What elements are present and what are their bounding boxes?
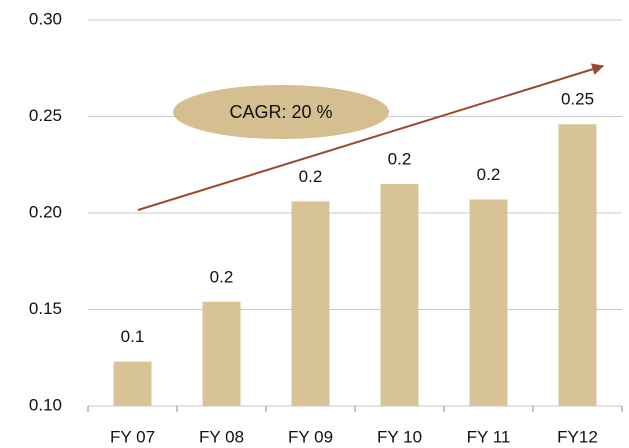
data-label: 0.2 <box>388 150 412 169</box>
data-label: 0.2 <box>299 167 323 186</box>
y-tick-label: 0.20 <box>29 202 62 221</box>
y-tick-label: 0.25 <box>29 106 62 125</box>
x-tick-label: FY12 <box>557 427 598 446</box>
bar <box>291 201 330 406</box>
trend-arrow <box>137 63 605 211</box>
data-label: 0.2 <box>210 267 234 286</box>
y-tick-label: 0.10 <box>29 395 62 414</box>
bar <box>113 361 152 406</box>
bar <box>202 301 241 406</box>
annotation: CAGR: 20 % <box>229 102 332 122</box>
bar <box>380 184 419 406</box>
annotation-bubble <box>173 85 389 139</box>
x-tick-label: FY 07 <box>110 427 155 446</box>
y-tick-label: 0.15 <box>29 299 62 318</box>
x-tick-label: FY 11 <box>467 427 511 446</box>
bar <box>558 124 597 406</box>
x-tick-label: FY 09 <box>288 427 333 446</box>
x-tick-label: FY 10 <box>377 427 422 446</box>
data-label: 0.25 <box>561 90 594 109</box>
y-tick-label: 0.30 <box>29 9 62 28</box>
data-label: 0.1 <box>121 327 145 346</box>
x-tick-label: FY 08 <box>199 427 244 446</box>
data-label: 0.2 <box>477 165 501 184</box>
bar <box>469 199 508 406</box>
